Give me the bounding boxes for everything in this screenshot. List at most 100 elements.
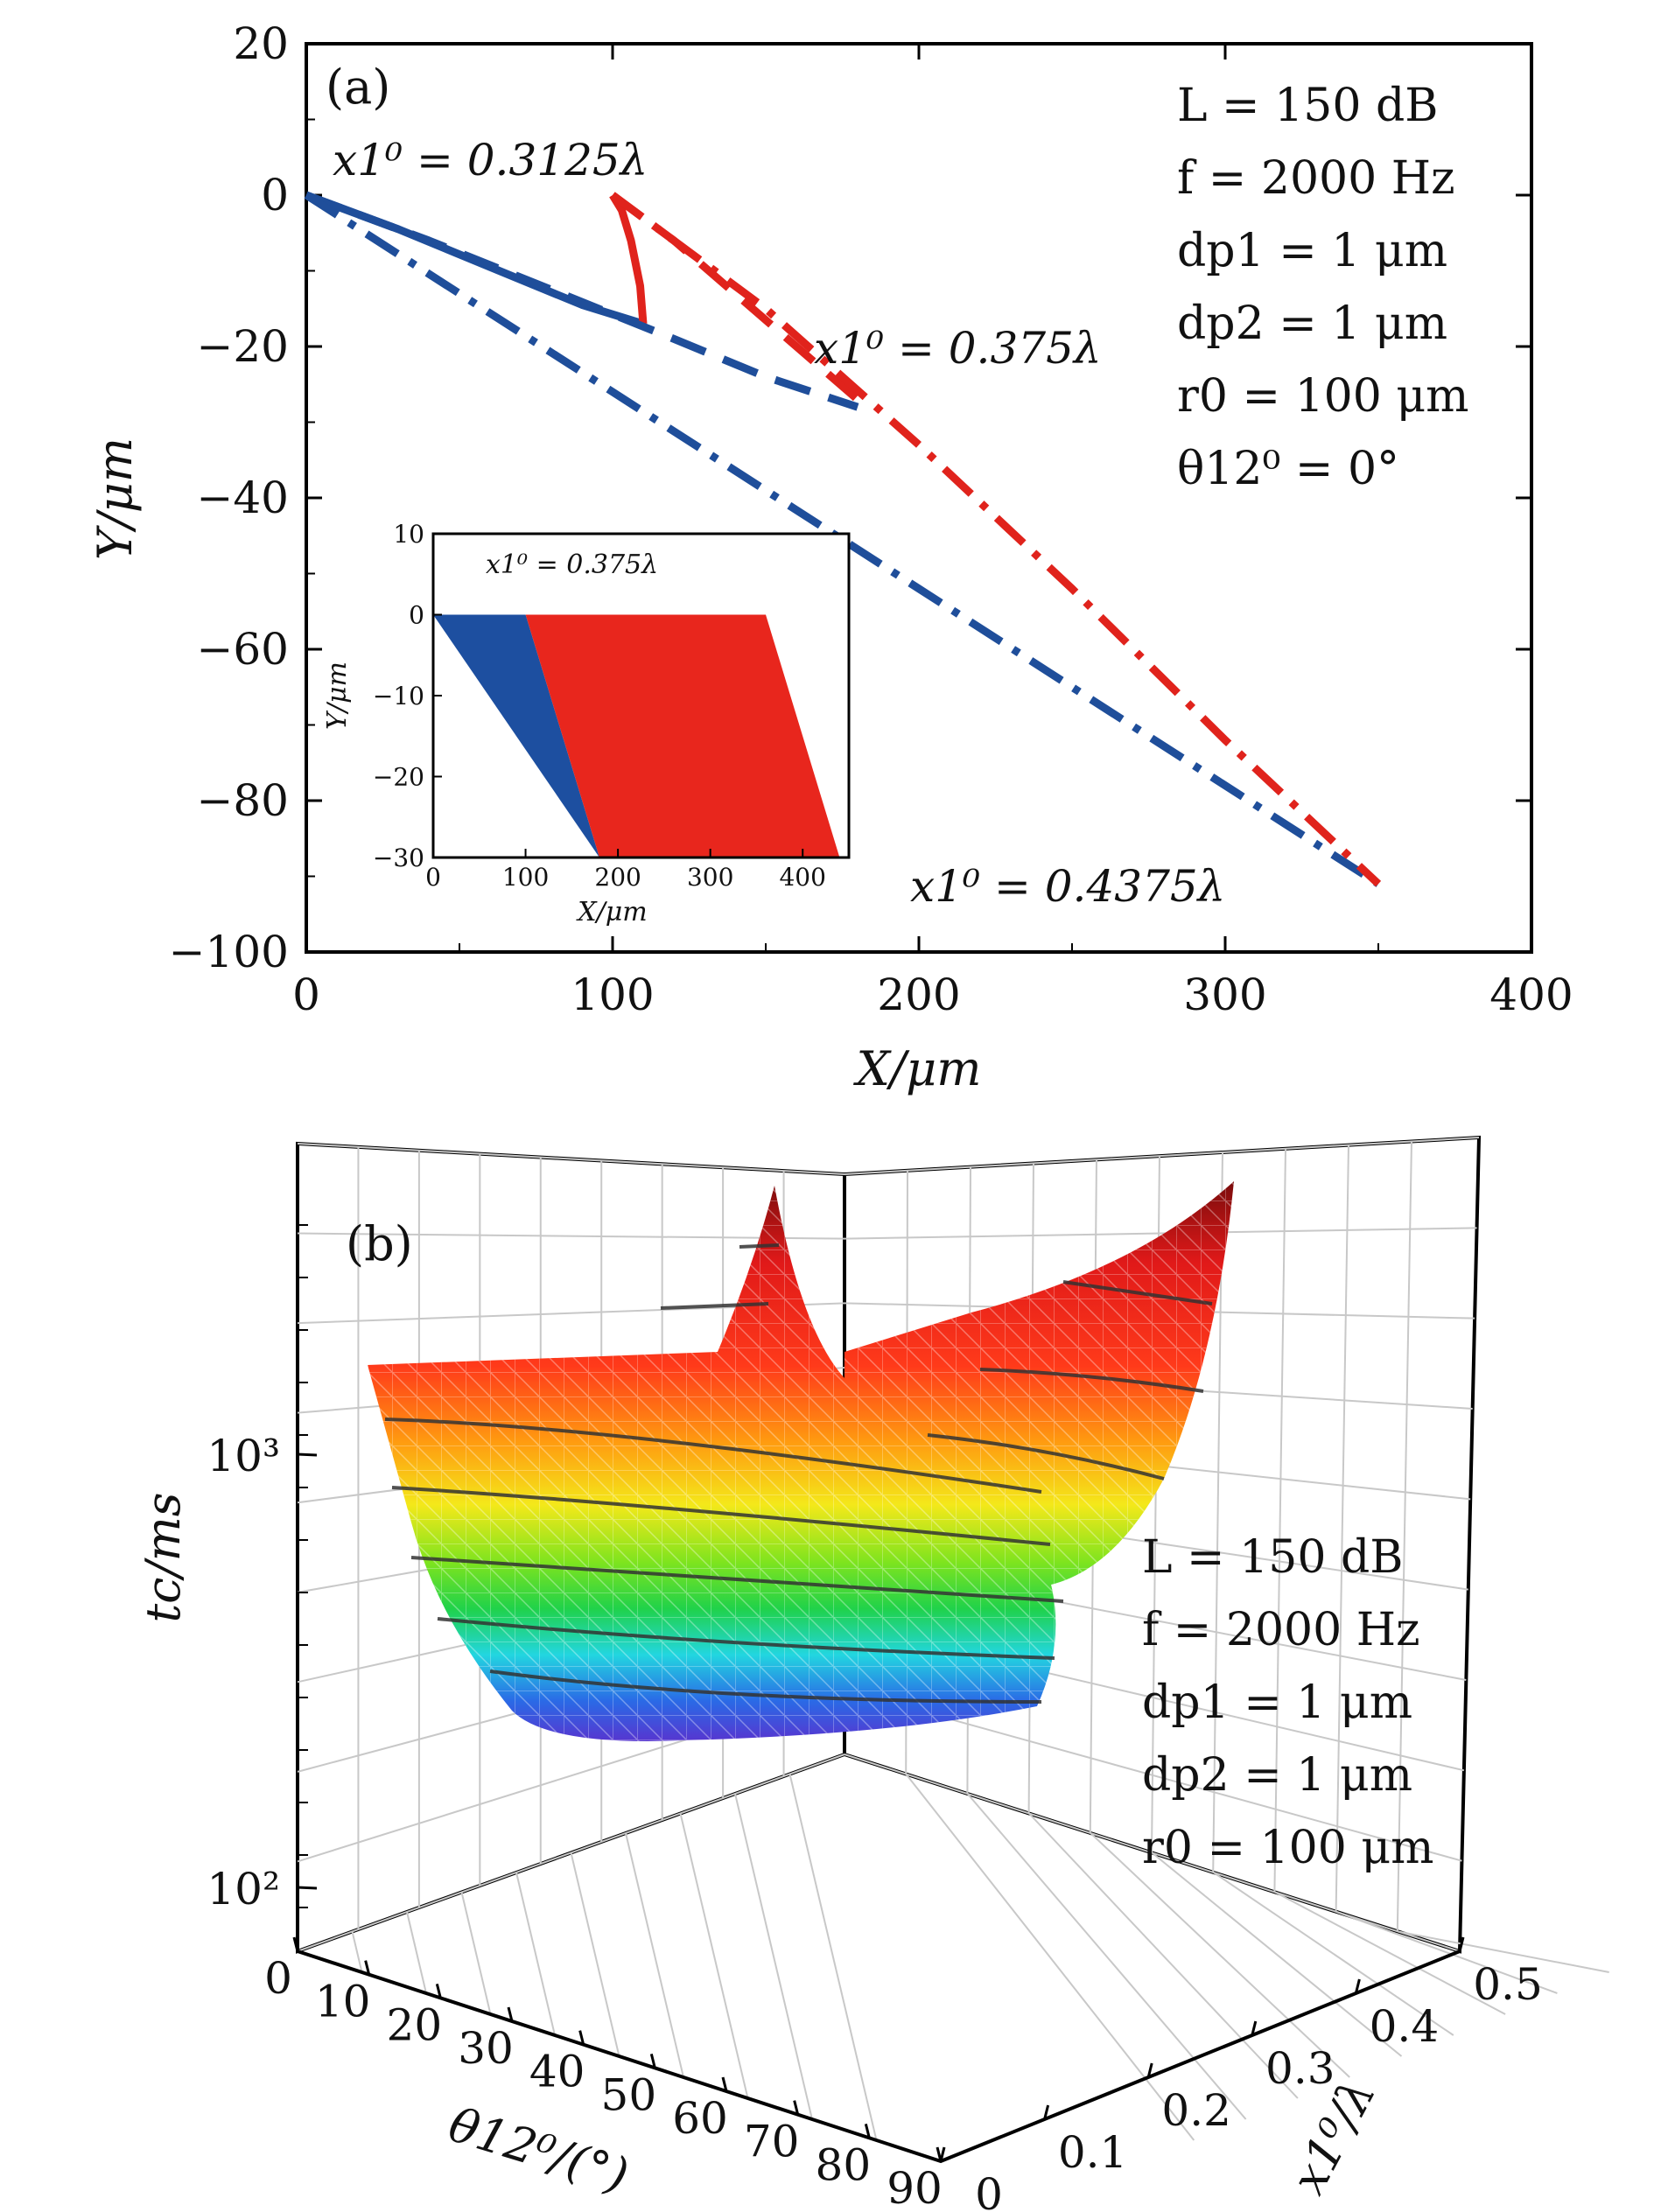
contour-line (927, 1433, 1165, 1480)
grid-line (1151, 1852, 1403, 2057)
grid-line (1273, 1148, 1286, 1893)
theta-tick-label: 70 (744, 2117, 800, 2167)
parameter-line: r0 = 100 μm (1142, 1822, 1433, 1874)
grid-line (297, 1143, 845, 1175)
x-tick-label: 300 (1183, 970, 1266, 1020)
panel-a-x-axis-title: X/μm (853, 1041, 982, 1096)
panel-a-label: (a) (326, 60, 390, 115)
grid-line (460, 1892, 492, 2015)
surface-plot (368, 1181, 1234, 1741)
inset-y-axis-title: Y/μm (322, 662, 353, 730)
z-tick-mark (297, 1452, 318, 1457)
grid-line (1396, 1141, 1412, 1932)
x1-tick-mark (1354, 1978, 1361, 1994)
theta-tick-label: 20 (387, 1999, 443, 2050)
x-tick-label: 200 (877, 970, 960, 1020)
contour-line (979, 1368, 1204, 1393)
curve-annotation: x1⁰ = 0.3125λ (333, 135, 648, 186)
z-tick-label: 10³ (207, 1431, 280, 1481)
theta-tick-label: 90 (887, 2163, 943, 2212)
parameter-line: dp2 = 1 μm (1142, 1749, 1412, 1802)
x1-tick-label: 0.4 (1370, 2001, 1440, 2052)
inset-regions (433, 614, 840, 858)
inset-x-tick-label: 300 (687, 863, 733, 892)
y-tick-label: −20 (196, 321, 289, 372)
panel-b-label: (b) (346, 1216, 413, 1271)
inset-title: x1⁰ = 0.375λ (486, 550, 658, 580)
inset-x-tick-label: 200 (594, 863, 641, 892)
theta-tick-label: 40 (529, 2047, 585, 2097)
z-tick-label: 10² (207, 1864, 280, 1914)
y-tick-label: −100 (169, 927, 289, 977)
inset-region-2 (525, 614, 840, 858)
grid-line (679, 1813, 749, 2099)
y-tick-label: −40 (196, 472, 289, 523)
inset-y-tick-label: 0 (409, 601, 424, 630)
contour-line (489, 1670, 1042, 1704)
theta-tick-label: 50 (601, 2069, 657, 2120)
inset-x-tick-label: 400 (779, 863, 825, 892)
parameter-line: f = 2000 Hz (1177, 152, 1454, 205)
panel-a-annotations: x1⁰ = 0.3125λ x1⁰ = 0.375λ x1⁰ = 0.4375λ (333, 135, 1225, 912)
x1-tick-mark (1251, 2020, 1258, 2036)
panel-a-parameter-list: L = 150 dB f = 2000 Hz dp1 = 1 μm dp2 = 1 μ… (1177, 80, 1468, 495)
inset-y-tick-label: −20 (373, 763, 424, 792)
y-tick-label: 20 (233, 18, 289, 69)
contour-line (660, 1302, 769, 1310)
x1-tick-mark (939, 2146, 946, 2162)
parameter-line: dp2 = 1 μm (1177, 298, 1447, 350)
grid-line (844, 1227, 1477, 1240)
theta-tick-label: 60 (672, 2093, 728, 2144)
contour-line (410, 1556, 1064, 1603)
series-line-3 (305, 191, 859, 411)
x1-tick-mark (1458, 1936, 1465, 1952)
grid-line (1336, 1911, 1558, 1994)
panel-b-parameter-list: L = 150 dB f = 2000 Hz dp1 = 1 μm dp2 = 1 μ… (1142, 1531, 1433, 1874)
z-tick-mark (297, 1886, 318, 1890)
theta-tick-mark (435, 1983, 442, 1998)
theta-tick-mark (578, 2030, 585, 2046)
panel-b-x1-ticks: 0 0.1 0.2 0.3 0.4 0.5 (939, 1936, 1543, 2212)
parameter-line: dp1 = 1 μm (1142, 1676, 1412, 1729)
inset-x-axis-title: X/μm (576, 897, 647, 928)
grid-line (1274, 1891, 1506, 2015)
panel-a-y-axis-title: Y/μm (88, 438, 143, 560)
panel-a-x-ticks: 0 100 200 300 400 (292, 44, 1573, 1020)
parameter-line: dp1 = 1 μm (1177, 225, 1447, 277)
grid-line (297, 1232, 845, 1240)
inset-x-ticks: 0 100 200 300 400 (425, 849, 826, 892)
panel-b-z-ticks: 10³ 10² (207, 1224, 318, 1914)
grid-line (1335, 1144, 1349, 1913)
theta-tick-mark (364, 1960, 371, 1976)
inset-x-tick-label: 0 (425, 863, 441, 892)
theta-tick-label: 10 (315, 1977, 371, 2027)
series-line-6 (610, 192, 1382, 887)
theta-tick-label: 0 (264, 1953, 292, 2004)
parameter-line: f = 2000 Hz (1142, 1604, 1419, 1656)
grid-line (570, 1852, 620, 2057)
y-tick-label: 0 (261, 170, 289, 220)
grid-line (734, 1793, 813, 2120)
surface-left-mesh (368, 1186, 1056, 1741)
parameter-line: θ12⁰ = 0° (1177, 443, 1399, 495)
curve-annotation: x1⁰ = 0.375λ (814, 323, 1102, 374)
x1-tick-label: 0.1 (1058, 2127, 1128, 2178)
grid-line (966, 1793, 1247, 2120)
panel-b: 10³ 10² 0 10 20 30 40 50 60 70 80 90 0 0.1 0.2 0.3 0.4… (136, 1135, 1609, 2212)
contour-line (739, 1243, 780, 1249)
surface-right-mesh (845, 1181, 1234, 1589)
parameter-line: L = 150 dB (1177, 80, 1438, 132)
inset-y-ticks: 10 0 −10 −20 −30 (373, 520, 442, 872)
parameter-line: L = 150 dB (1142, 1531, 1403, 1584)
x-tick-label: 100 (571, 970, 654, 1020)
theta-tick-mark (721, 2076, 728, 2092)
grid-line (515, 1872, 556, 2036)
theta-tick-mark (292, 1936, 299, 1952)
theta-tick-mark (793, 2100, 800, 2116)
theta-tick-mark (864, 2123, 871, 2138)
panel-a-series (304, 191, 1382, 887)
theta-tick-mark (649, 2053, 656, 2068)
panel-b-z-axis-title: tc/ms (136, 1492, 191, 1622)
inset-region-1 (433, 614, 599, 858)
